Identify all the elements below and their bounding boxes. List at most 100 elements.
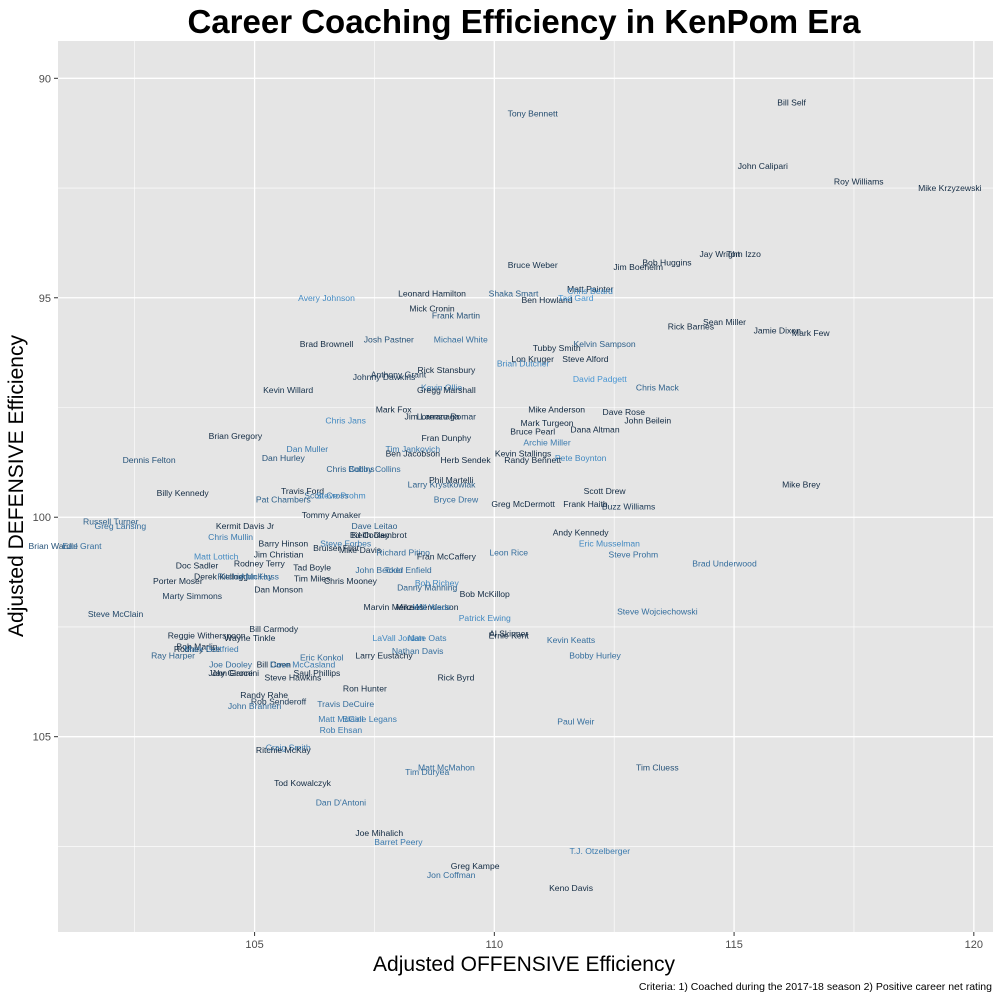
coach-point-label: Chris Mack (636, 383, 680, 393)
coach-point-label: Dave McCasland (270, 659, 336, 669)
coach-point-label: Marty Simmons (162, 591, 222, 601)
coach-point-label: Bruiser Flint (313, 543, 359, 553)
coach-point-label: Gregg Marshall (417, 385, 476, 395)
coach-point-label: LaVall Jordan (372, 633, 424, 643)
coach-point-label: Larry Krystkowiak (408, 479, 477, 489)
chart-caption: Criteria: 1) Coached during the 2017-18 … (639, 981, 992, 993)
minor-grid (58, 41, 993, 932)
coach-point-label: Chris Mullin (208, 532, 253, 542)
coach-point-label: Matt Lottich (194, 552, 239, 562)
coach-point-label: Leon Rice (489, 547, 528, 557)
coach-point-label: Tad Boyle (293, 563, 331, 573)
coach-point-label: Tim Miles (294, 574, 330, 584)
coach-point-label: Tod Kowalczyk (274, 778, 332, 788)
coach-point-label: Lon Kruger (511, 354, 554, 364)
y-axis-title: Adjusted DEFENSIVE Efficiency (5, 335, 28, 637)
coach-point-label: Eric Musselman (579, 539, 640, 549)
coach-point-label: Mike Henderson (396, 602, 459, 612)
coach-point-label: Ritchie McKay (256, 745, 312, 755)
x-tick-label: 115 (725, 939, 743, 951)
coach-point-label: Dan Hurley (262, 453, 306, 463)
coach-point-label: Brian Dutcher (497, 359, 550, 369)
coach-point-label: John Becker (355, 565, 403, 575)
coach-point-label: Chris Collins (326, 464, 374, 474)
coach-point-label: Craig Smith (266, 743, 311, 753)
coach-point-label: Mike Brey (782, 479, 821, 489)
coach-point-label: Sean Miller (703, 317, 746, 327)
coach-point-label: Larry Eustachy (355, 650, 413, 660)
coach-point-label: Steve Alford (562, 354, 609, 364)
coach-point-label: Chris Beard (568, 286, 614, 296)
coach-point-label: Buzz Williams (602, 501, 655, 511)
coach-point-label: Steve McClain (88, 609, 144, 619)
coach-point-label: John Groce (208, 668, 253, 678)
coach-point-label: Steve Prohm (609, 550, 659, 560)
coach-point-label: David Padgett (573, 374, 628, 384)
coach-point-label: Mark Few (792, 328, 831, 338)
coach-point-label: Jon Coffman (427, 870, 476, 880)
coach-point-label: Leonard Hamilton (398, 288, 466, 298)
y-tick-label: 100 (33, 512, 51, 524)
coach-point-label: Steve Forbes (320, 539, 371, 549)
coach-point-label: Matt McMahon (418, 762, 475, 772)
coach-point-label: Bobby Collins (348, 464, 401, 474)
x-tick-label: 120 (965, 939, 983, 951)
coach-point-label: Rick Barnes (668, 321, 714, 331)
coach-point-label: Mark Gottfried (184, 644, 239, 654)
coach-point-label: Derek Kellogg (194, 571, 248, 581)
coach-point-label: Russell Turner (83, 517, 139, 527)
coach-point-label: Nathan Davis (392, 646, 444, 656)
coach-point-label: Will Wade (413, 602, 452, 612)
coach-point-label: Jay Giannini (212, 668, 259, 678)
y-tick-label: 105 (33, 732, 51, 744)
coach-point-label: Randy Rahe (240, 690, 288, 700)
coach-point-label: Richard Pitino (376, 547, 430, 557)
coach-point-label: Al Skinner (489, 629, 528, 639)
y-tick-label: 90 (39, 73, 51, 85)
coach-point-label: Mark Turgeon (521, 418, 574, 428)
coach-point-label: Travis DeCuire (317, 699, 374, 709)
coach-point-label: Jim Larranaga (405, 411, 460, 421)
coach-point-label: Kermit Davis Jr (216, 521, 274, 531)
coach-point-label: Paul Weir (557, 716, 594, 726)
coach-point-label: Dave Rose (603, 407, 646, 417)
coach-point-label: Marvin Menzies (364, 602, 424, 612)
coach-point-label: Eric Konkol (300, 653, 344, 663)
coach-point-label: Randy Bennett (504, 455, 561, 465)
coach-point-label: Billy Kennedy (157, 488, 210, 498)
coach-point-label: Wayne Tinkle (224, 633, 275, 643)
coach-point-label: Steve Hawkins (265, 672, 322, 682)
coach-point-label: John Beilein (624, 416, 671, 426)
coach-point-label: Bob Marlin (177, 642, 218, 652)
coach-point-label: Fran Dunphy (422, 433, 472, 443)
x-axis-title: Adjusted OFFENSIVE Efficiency (373, 953, 675, 976)
coach-point-label: Travis Ford (281, 486, 324, 496)
coach-point-label: Andy Kennedy (553, 528, 610, 538)
coach-point-label: John Calipari (738, 161, 788, 171)
coach-point-label: Keith Dambrot (352, 530, 408, 540)
coach-point-label: Rodney Terry (234, 558, 286, 568)
coach-point-label: Jim Christian (254, 550, 304, 560)
coach-point-label: Ritchie McKay (218, 571, 274, 581)
coach-point-label: Brian Wardle (29, 541, 79, 551)
coach-point-label: Rick Stansbury (417, 365, 475, 375)
plot-panel (58, 41, 993, 932)
coach-point-label: Doc Sadler (176, 561, 219, 571)
coach-point-label: Barry Hinson (259, 539, 309, 549)
coach-point-label: Kelvin Sampson (574, 339, 636, 349)
coach-point-label: Porter Moser (153, 576, 203, 586)
coach-point-label: Bob Huggins (642, 258, 691, 268)
coach-point-label: Dan Monson (254, 585, 303, 595)
coach-point-label: Dana Altman (570, 424, 619, 434)
coach-point-label: Steve Prohm (316, 490, 366, 500)
coach-point-label: Chris Jans (325, 416, 366, 426)
coach-point-label: Pat Chambers (256, 495, 311, 505)
coach-point-label: T.J. Otzelberger (569, 846, 630, 856)
coach-point-label: Greg Kampe (451, 861, 500, 871)
coach-point-label: Ernie Kent (489, 631, 530, 641)
y-tick-label: 95 (39, 293, 51, 305)
x-tick-label: 110 (486, 939, 504, 951)
coach-point-label: Herb Sendek (440, 455, 491, 465)
coach-point-label: Mike Anderson (528, 405, 585, 415)
coach-point-label: Tim Duryea (405, 767, 449, 777)
